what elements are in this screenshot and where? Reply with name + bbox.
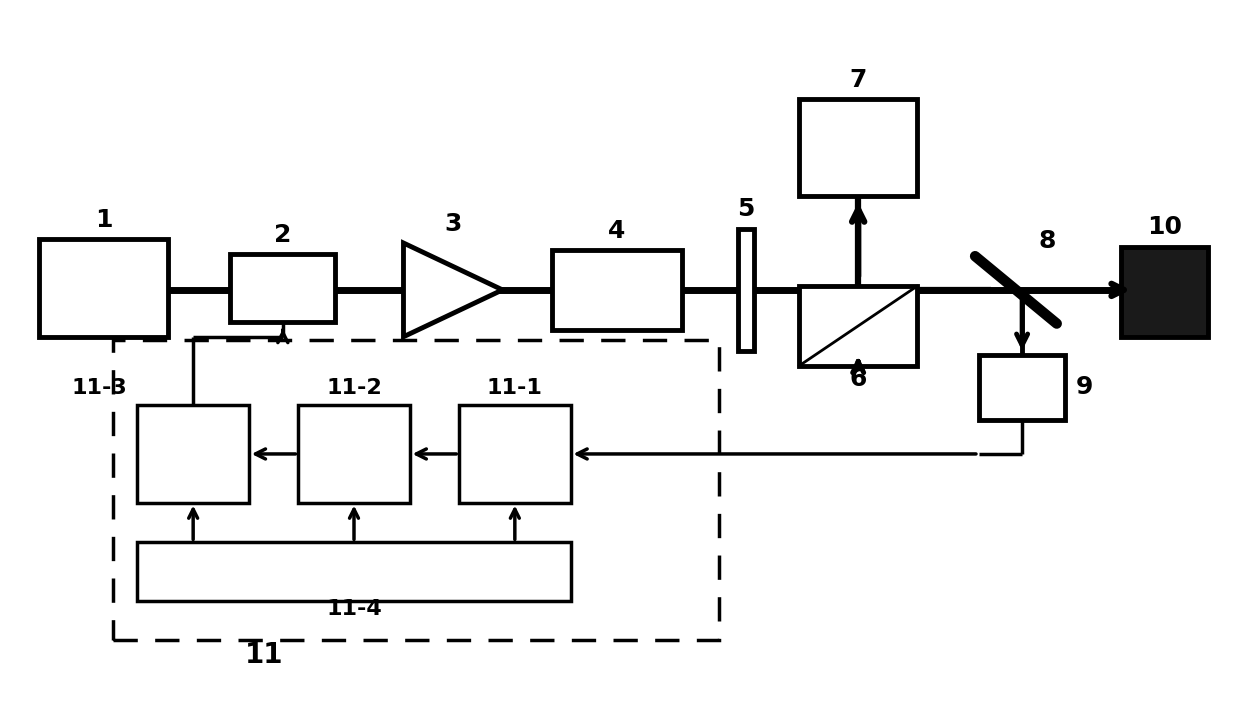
Bar [459,405,570,502]
Text: 1: 1 [94,209,112,232]
Text: 11-3: 11-3 [72,378,128,398]
Text: 6: 6 [849,367,867,391]
Bar [299,405,409,502]
Bar [38,240,169,337]
Bar [552,251,682,329]
Text: 2: 2 [274,222,291,247]
Bar [800,286,916,366]
Bar [978,355,1065,420]
Bar [738,229,754,351]
Bar [800,98,916,196]
Text: 11: 11 [246,641,284,668]
Polygon shape [403,243,502,337]
Text: 9: 9 [1075,375,1092,399]
Text: 3: 3 [444,212,461,236]
Bar [138,542,570,602]
Text: 11-2: 11-2 [326,378,382,398]
Text: 8: 8 [1038,229,1055,253]
Text: 4: 4 [608,219,626,243]
Text: 10: 10 [1147,216,1182,240]
Text: 7: 7 [849,67,867,91]
Text: 5: 5 [737,198,754,222]
Text: 11-4: 11-4 [326,599,382,620]
Bar [138,405,249,502]
Bar [113,340,719,640]
Bar [231,254,336,322]
Text: 11-1: 11-1 [487,378,543,398]
Bar [1121,247,1208,337]
